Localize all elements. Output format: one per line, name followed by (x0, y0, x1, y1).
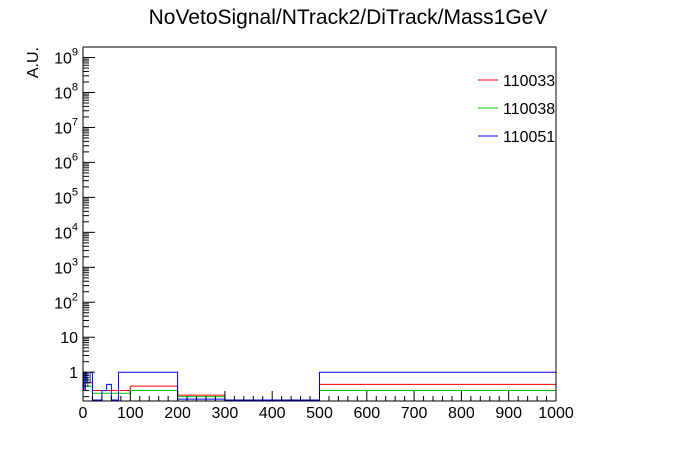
x-tick-label: 900 (495, 405, 522, 422)
x-tick-label: 400 (259, 405, 286, 422)
legend-label: 110051 (503, 129, 555, 146)
legend-item: 110033 (478, 73, 555, 90)
legend-label: 110033 (503, 73, 555, 90)
legend: 110033 110038 110051 (478, 73, 555, 146)
x-tick-label: 1000 (538, 405, 574, 422)
chart-title: NoVetoSignal/NTrack2/DiTrack/Mass1GeV (149, 6, 548, 29)
y-tick-label: 1 (69, 365, 78, 382)
y-tick-label: 103 (54, 256, 78, 277)
y-axis-label: A.U. (25, 47, 42, 78)
y-tick-label: 102 (54, 291, 78, 312)
legend-item: 110038 (478, 101, 555, 118)
legend-label: 110038 (503, 101, 555, 118)
x-tick-label: 100 (117, 405, 144, 422)
x-tick-label: 300 (212, 405, 239, 422)
y-tick-label: 109 (54, 47, 78, 68)
y-tick-label: 104 (54, 221, 78, 242)
x-tick-label: 700 (401, 405, 428, 422)
x-tick-label: 200 (164, 405, 191, 422)
x-tick-label: 600 (353, 405, 380, 422)
x-tick-label: 0 (79, 405, 88, 422)
y-tick-label: 10 (60, 330, 78, 347)
x-axis: 0 100 200 300 400 500 600 700 800 900 1000 (79, 391, 574, 422)
x-tick-label: 800 (448, 405, 475, 422)
legend-item: 110051 (478, 129, 555, 146)
y-axis: 1 10 102 103 104 105 106 107 108 109 (54, 46, 95, 398)
y-tick-label: 105 (54, 186, 78, 207)
y-tick-label: 106 (54, 151, 78, 172)
y-tick-label: 108 (54, 81, 78, 102)
y-tick-label: 107 (54, 116, 78, 137)
x-tick-label: 500 (306, 405, 333, 422)
